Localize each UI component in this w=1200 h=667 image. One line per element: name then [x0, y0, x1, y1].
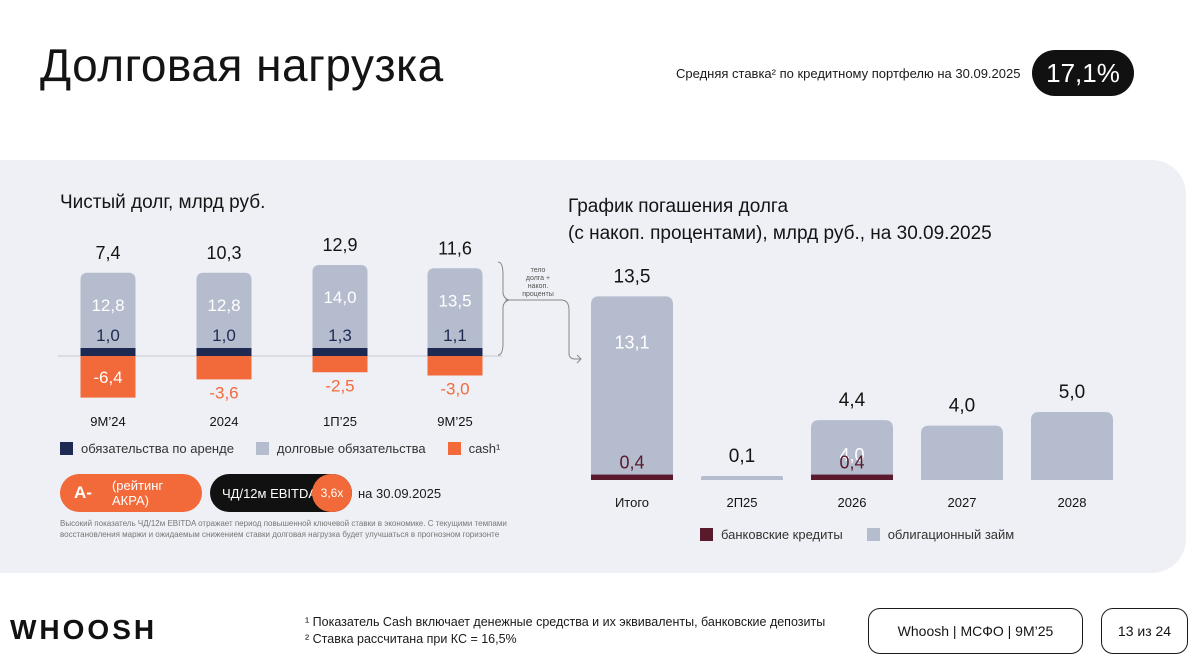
legend-swatch-bond: [866, 528, 880, 541]
cash-value-label: -3,0: [440, 380, 469, 399]
repayment-legend: банковские кредиты облигационный займ: [700, 527, 1014, 542]
repayment-total-label: 4,4: [839, 390, 866, 411]
net-debt-total-label: 12,9: [322, 235, 357, 255]
cash-value-label: -2,5: [325, 376, 354, 395]
legend-cash-label: cash¹: [468, 441, 501, 456]
lease-bar: [80, 348, 136, 356]
debt-bar: [80, 272, 136, 348]
net-debt-total-label: 11,6: [438, 238, 472, 258]
category-label: 2028: [1058, 495, 1087, 510]
legend-swatch-bank: [700, 528, 713, 541]
category-label: 1П’25: [323, 414, 357, 429]
legend-swatch-debt: [255, 442, 269, 455]
cash-value-label: -6,4: [93, 368, 122, 387]
leverage-label: ЧД/12м EBITDA: [222, 485, 318, 501]
legend-debt-label: долговые обязательства: [276, 441, 426, 456]
bond-bar: [921, 425, 1003, 480]
net-debt-chart: 7,4 12,8 1,0 -6,4 9М’24 10,3 12,8 1,0 -3,6 2024 12…: [58, 235, 502, 429]
annotation-line: долга +: [526, 275, 550, 282]
leverage-note: Высокий показатель ЧД/12м EBITDA отражае…: [60, 519, 507, 539]
annotation-line: тело: [531, 267, 546, 274]
annotation-line: накоп.: [528, 283, 549, 290]
footnote-cash: ¹ Показатель Cash включает денежные сред…: [305, 615, 826, 629]
bank-bar: [811, 474, 893, 480]
legend-swatch-cash: [447, 442, 461, 455]
debt-bar: [312, 265, 368, 348]
repayment-total-label: 4,0: [949, 396, 975, 417]
repayment-chart: 13,513,10,4Итого0,12П254,44,00,420264,02…: [591, 266, 1113, 510]
annotation-arrow: [505, 299, 582, 364]
debt-bar: [427, 268, 483, 348]
category-label: 2П25: [726, 495, 757, 510]
legend-bond-label: облигационный займ: [887, 527, 1015, 542]
bond-bar: [811, 420, 893, 475]
repayment-total-label: 5,0: [1059, 382, 1085, 403]
rating-pill: A- (рейтинг АКРА): [60, 474, 202, 512]
repayment-total-label: 0,1: [729, 446, 755, 467]
category-label: 2027: [948, 495, 977, 510]
lease-value-label: 1,1: [443, 326, 467, 345]
repayment-title-line1: График погашения долга: [568, 196, 789, 217]
leverage-value: 3,6x: [312, 474, 352, 512]
debt-value-label: 12,8: [207, 296, 240, 315]
bank-value-label: 0,4: [839, 453, 864, 473]
debt-value-label: 13,5: [438, 291, 471, 310]
footnotes: ¹ Показатель Cash включает денежные сред…: [305, 614, 825, 648]
average-rate-label: Средняя ставка² по кредитному портфелю н…: [676, 66, 1021, 81]
net-debt-legend: обязательства по аренде долговые обязате…: [60, 441, 500, 456]
repayment-total-label: 13,5: [614, 266, 651, 287]
lease-value-label: 1,3: [328, 326, 352, 345]
report-label: Whoosh | МСФО | 9М’25: [868, 608, 1083, 654]
rating-badge: A-: [74, 483, 92, 502]
legend-swatch-lease: [60, 442, 73, 455]
average-rate-value: 17,1%: [1032, 50, 1134, 96]
cash-bar: [312, 356, 368, 373]
lease-bar: [196, 348, 252, 356]
lease-bar: [312, 348, 368, 356]
rating-date: на 30.09.2025: [358, 486, 442, 501]
leverage-pill: ЧД/12м EBITDA 3,6x: [210, 474, 352, 512]
lease-value-label: 1,0: [96, 326, 120, 345]
debt-value-label: 12,8: [91, 296, 124, 315]
net-debt-total-label: 7,4: [95, 243, 120, 263]
net-debt-chart-title: Чистый долг, млрд руб.: [60, 192, 266, 213]
page-title: Долговая нагрузка: [40, 39, 444, 91]
debt-value-label: 14,0: [323, 288, 356, 307]
page-number: 13 из 24: [1101, 608, 1188, 654]
legend-lease-label: обязательства по аренде: [81, 441, 234, 456]
rating-agency: (рейтинг АКРА): [111, 478, 164, 508]
footnote-rate: ² Ставка рассчитана при КС = 16,5%: [305, 632, 517, 646]
category-label: Итого: [615, 495, 649, 510]
bond-bar: [591, 296, 673, 475]
debt-bar: [196, 272, 252, 348]
net-debt-annotation: тело долга + накоп. проценты: [497, 261, 582, 364]
legend-bank-label: банковские кредиты: [721, 527, 843, 542]
category-label: 2024: [210, 414, 239, 429]
cash-value-label: -3,6: [209, 383, 238, 402]
bond-bar: [1031, 412, 1113, 480]
cash-bar: [80, 356, 136, 398]
category-label: 9М’24: [90, 414, 125, 429]
cash-bar: [427, 356, 483, 376]
annotation-text: тело долга + накоп. проценты: [522, 267, 554, 298]
category-label: 2026: [838, 495, 867, 510]
annotation-bracket: [497, 261, 511, 356]
lease-bar: [427, 348, 483, 356]
bond-value-label: 4,0: [839, 445, 864, 465]
whoosh-logo: WHOOSH: [10, 614, 158, 645]
net-debt-total-label: 10,3: [206, 243, 241, 263]
cash-bar: [196, 356, 252, 380]
category-label: 9М’25: [437, 414, 472, 429]
bond-value-label: 13,1: [614, 332, 649, 352]
bond-bar: [701, 476, 783, 480]
annotation-line: проценты: [522, 291, 554, 298]
repayment-chart-title: График погашения долга (с накоп. процент…: [568, 193, 992, 247]
lease-value-label: 1,0: [212, 326, 236, 345]
bank-value-label: 0,4: [619, 453, 644, 473]
bank-bar: [591, 474, 673, 480]
repayment-title-line2: (с накоп. процентами), млрд руб., на 30.…: [568, 223, 992, 244]
